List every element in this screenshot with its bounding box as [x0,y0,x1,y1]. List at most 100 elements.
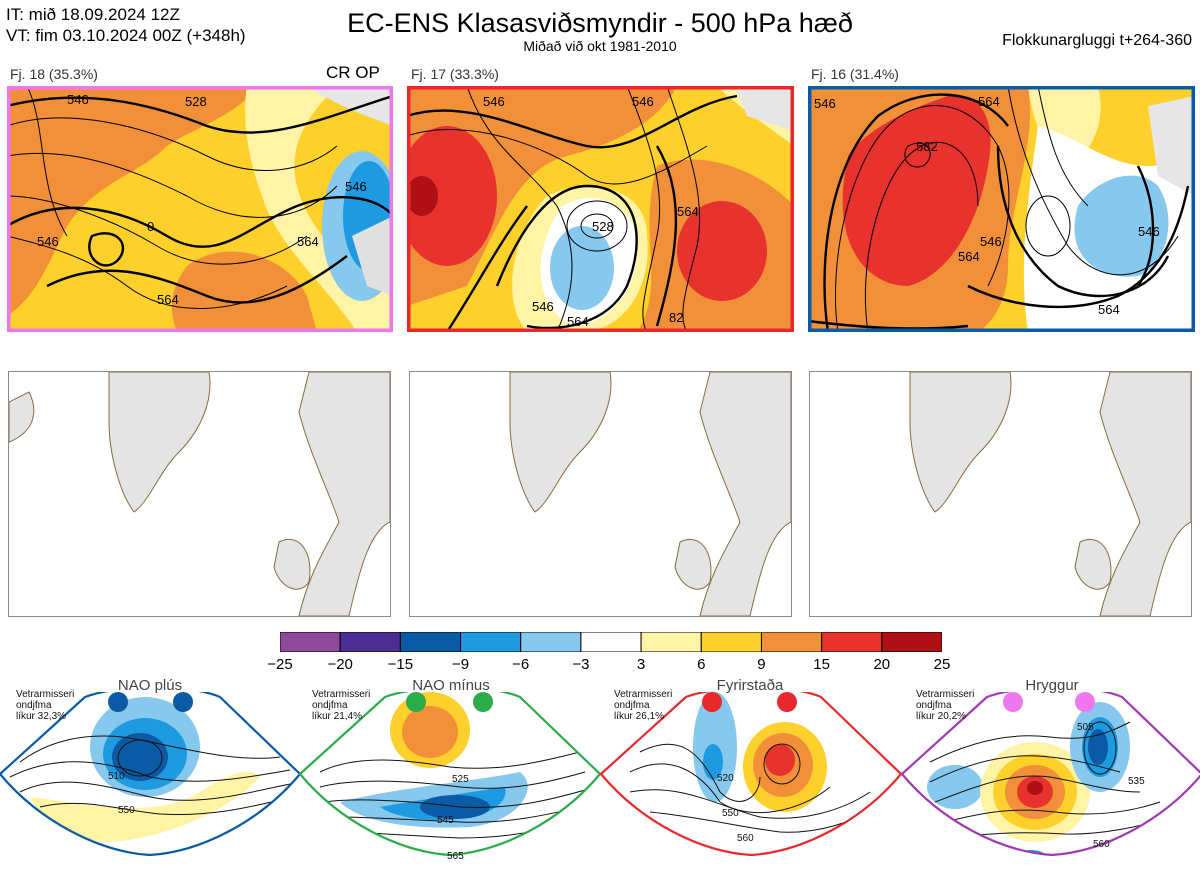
contour-label: 525 [452,774,469,785]
contour-label: 520 [717,773,734,784]
note-line: ondjfma [312,700,348,711]
cluster-1-border [7,86,393,332]
colorbar-swatch [580,631,642,653]
colorbar-tick-label: 3 [636,656,646,673]
regime-1-marker-left [108,692,128,712]
regimes-row: 510 550 525 545 565 520 550 560 505 535 … [0,686,1200,871]
colorbar-swatches [279,631,943,653]
empty-map-3 [809,371,1192,617]
note-line: Vetrarmisseri [312,689,371,700]
contour-label: 564 [958,249,980,264]
regime-4-marker-left [1003,692,1023,712]
regime-1-marker-right [173,692,193,712]
cluster-2-border [407,86,794,332]
contour-label: 535 [1128,776,1145,787]
colorbar-tick-label: 6 [697,656,706,673]
colorbar-tick-label: −15 [387,656,414,673]
contour-label: 546 [980,234,1002,249]
cluster-2-label: Fj. 17 (33.3%) [411,66,499,82]
colorbar-swatch [520,631,582,653]
colorbar-swatch [279,631,341,653]
contour-label: 546 [632,94,654,109]
note-line: líkur 20,2% [916,711,967,722]
empty-map-2 [409,371,792,617]
land-outline [509,371,792,617]
regime-1-title: NAO plús [117,677,183,694]
contour-label: 546 [532,299,554,314]
colorbar-swatch [881,631,943,653]
header-times: IT: mið 18.09.2024 12Z VT: fim 03.10.202… [6,4,246,46]
regime-maps: 510 550 525 545 565 520 550 560 505 535 … [0,686,1200,862]
regime-3-title: Fyrirstaða [716,677,784,694]
regime-4-marker-right [1075,692,1095,712]
cluster-3-anomaly-field: 546 564 582 564 546 546 564 [808,86,1195,332]
colorbar-swatch [339,631,401,653]
contour-label: 560 [737,833,754,844]
contour-label: 546 [345,179,367,194]
colorbar-tick-label: 20 [873,656,891,673]
contour-label: 560 [1093,839,1110,850]
note-line: Vetrarmisseri [614,689,673,700]
cluster-3-map: 546 564 582 564 546 546 564 [808,86,1195,332]
contour-label: 564 [157,292,179,307]
contour-label: 564 [1098,302,1120,317]
contour-label: 528 [592,219,614,234]
page-subtitle: Miðað við okt 1981-2010 [523,38,677,54]
cluster-1-map: 546 528 546 564 564 546 0 [7,86,393,332]
colorbar-swatch [760,631,823,653]
contour-label: 582 [916,139,938,154]
colorbar-tick-label: 9 [757,656,766,673]
note-line: ondjfma [16,700,52,711]
land-outline [8,371,391,617]
contour-label: 546 [37,234,59,249]
land-outline [909,371,1192,617]
note-line: ondjfma [916,700,952,711]
colorbar-tick-label: 25 [933,656,951,673]
colorbar-tick-label: −9 [451,656,470,673]
contour-label: 505 [1077,722,1094,733]
contour-label: 565 [447,851,464,862]
cluster-3-label: Fj. 16 (31.4%) [811,66,899,82]
contour-label: 546 [67,92,89,107]
colorbar-swatch [399,631,462,653]
cluster-1-tag: CR OP [326,63,380,82]
contour-label: 564 [978,94,1000,109]
cluster-2-map: 546 528 546 564 564 546 82 [407,86,794,332]
initial-time: IT: mið 18.09.2024 12Z [6,5,180,24]
note-line: ondjfma [614,700,650,711]
contour-label: 546 [1138,224,1160,239]
colorbar-tick-label: −6 [512,656,530,673]
regime-4-title: Hryggur [1025,677,1079,694]
regime-4-note: Vetrarmisseri ondjfma líkur 20,2% [916,689,974,722]
regime-3-note: Vetrarmisseri ondjfma líkur 26,1% [614,689,672,722]
contour-label: 82 [669,310,683,325]
colorbar-tick-label: −20 [327,656,353,673]
colorbar-swatch [460,631,522,653]
colorbar-swatch [821,631,883,653]
regime-2-marker-right [473,692,493,712]
regime-2-marker-left [406,692,426,712]
contour-label: 564 [567,314,589,329]
contour-label: 546 [483,94,505,109]
colorbar-swatch [700,631,762,653]
empty-map-1 [8,371,391,617]
note-line: líkur 26,1% [614,711,665,722]
cluster-2-anomaly-field: 546 528 546 564 564 546 82 [407,86,794,332]
contour-label: 550 [722,808,739,819]
colorbar-tick-label: 15 [813,656,830,673]
contour-label: 510 [108,771,125,782]
note-line: líkur 21,4% [312,711,363,722]
contour-label: 550 [118,805,135,816]
regime-3-marker-left [702,692,722,712]
cluster-3-border [808,86,1195,332]
contour-label: 0 [147,219,154,234]
colorbar [279,631,943,653]
note-line: Vetrarmisseri [916,689,975,700]
contour-label: 528 [185,94,207,109]
cluster-1-label: Fj. 18 (35.3%) [10,66,98,82]
page-title: EC-ENS Klasasviðsmyndir - 500 hPa hæð [347,8,853,38]
colorbar-swatch [640,631,702,653]
colorbar-tick-label: −3 [572,656,590,673]
contour-label: 546 [814,96,836,111]
regime-2-note: Vetrarmisseri ondjfma líkur 21,4% [312,689,370,722]
